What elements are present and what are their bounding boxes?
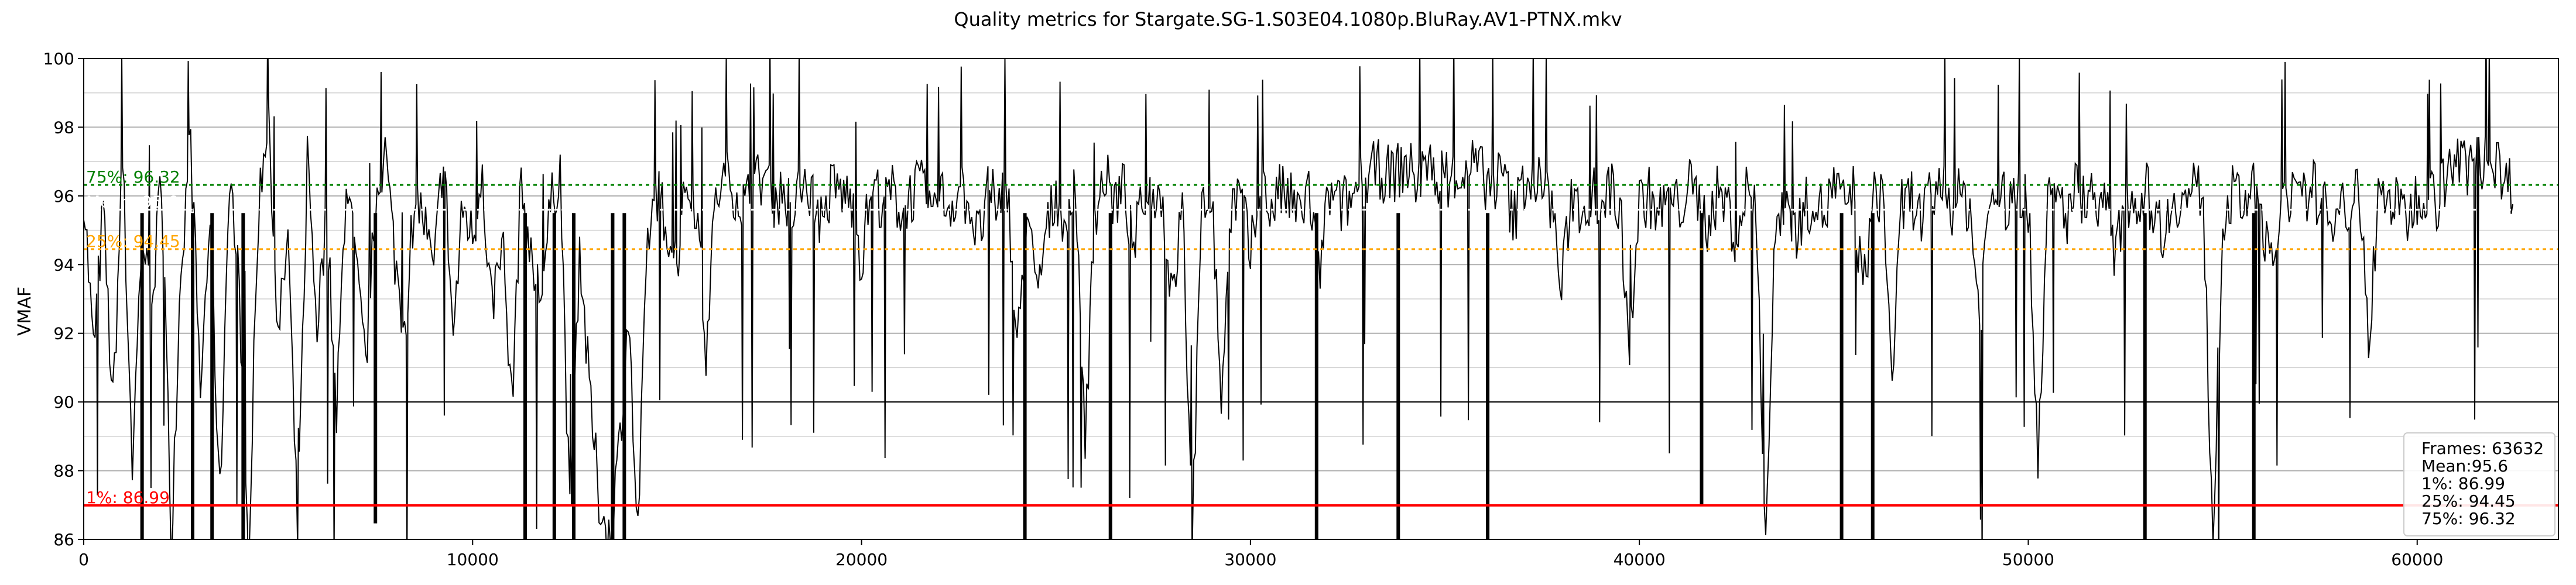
y-tick-label: 98 <box>53 118 74 137</box>
series-layer <box>84 58 2513 539</box>
x-axis: 0 10000 20000 30000 40000 50000 60000 <box>78 539 2443 569</box>
legend-background <box>2403 432 2556 536</box>
reference-lines: 1%: 86.99 25%: 94.45 Mean: 95.6 75%: 96.32 <box>84 167 2558 507</box>
x-tick-label: 60000 <box>2391 550 2443 569</box>
y-tick-label: 90 <box>53 393 74 412</box>
x-tick-label: 30000 <box>1224 550 1276 569</box>
legend-entry: 1%: 86.99 <box>2421 474 2505 493</box>
grid <box>84 58 2558 540</box>
reference-line-label: 1%: 86.99 <box>86 488 170 507</box>
y-tick-label: 100 <box>43 49 74 68</box>
y-axis: 86 88 90 92 94 96 98 100 <box>43 49 84 549</box>
legend-entry: Mean:95.6 <box>2421 456 2508 476</box>
plot-frame <box>83 58 2559 540</box>
y-axis-label: VMAF <box>15 287 35 336</box>
reference-line-label: 75%: 96.32 <box>86 167 180 187</box>
legend-entry: 75%: 96.32 <box>2421 509 2516 528</box>
legend-entry: Frames: 63632 <box>2421 439 2544 458</box>
x-tick-label: 20000 <box>835 550 888 569</box>
reference-line-label: Mean: 95.6 <box>86 192 178 211</box>
x-tick-label: 10000 <box>447 550 499 569</box>
chart-title: Quality metrics for Stargate.SG-1.S03E04… <box>954 8 1622 30</box>
y-tick-label: 92 <box>53 324 74 343</box>
reference-line-label: 25%: 94.45 <box>86 232 180 251</box>
y-tick-label: 88 <box>53 462 74 481</box>
y-tick-label: 86 <box>53 530 74 549</box>
x-tick-label: 40000 <box>1614 550 1666 569</box>
legend-entry: 25%: 94.45 <box>2421 491 2516 511</box>
y-tick-label: 96 <box>53 187 74 206</box>
y-tick-label: 94 <box>53 255 74 274</box>
x-tick-label: 50000 <box>2002 550 2054 569</box>
vmaf-series-line <box>84 58 2513 539</box>
x-tick-label: 0 <box>78 550 89 569</box>
